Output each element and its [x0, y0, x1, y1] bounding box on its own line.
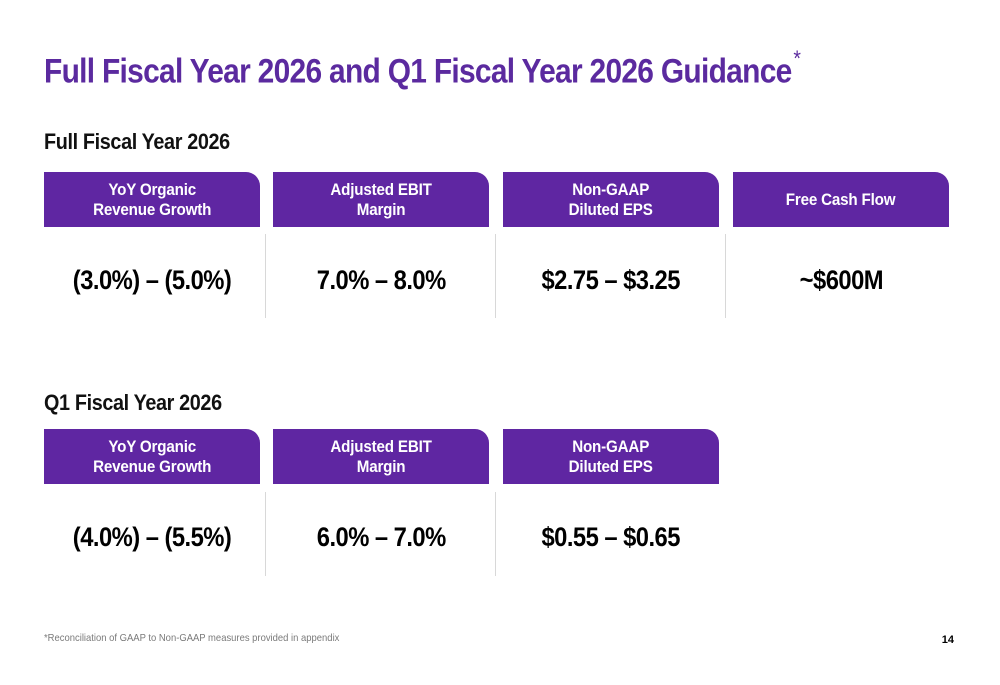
- section-heading-q1: Q1 Fiscal Year 2026: [44, 390, 222, 415]
- metric-value-organic-growth: (4.0%) – (5.5%): [44, 522, 260, 552]
- metric-header-free-cash-flow: Free Cash Flow: [733, 172, 949, 227]
- metric-header-eps: Non-GAAP Diluted EPS: [503, 172, 719, 227]
- page-number: 14: [941, 634, 954, 646]
- metric-header-label: Adjusted EBIT Margin: [330, 437, 432, 476]
- column-divider: [725, 234, 726, 318]
- metric-header-label: Non-GAAP Diluted EPS: [568, 180, 654, 219]
- page-title-text: Full Fiscal Year 2026 and Q1 Fiscal Year…: [44, 52, 792, 91]
- metric-value-ebit-margin: 7.0% – 8.0%: [273, 265, 489, 295]
- metric-value-organic-growth: (3.0%) – (5.0%): [44, 265, 260, 295]
- metric-header-ebit-margin: Adjusted EBIT Margin: [273, 172, 489, 227]
- column-divider: [495, 234, 496, 318]
- metric-value-eps: $0.55 – $0.65: [503, 522, 719, 552]
- metric-header-organic-growth: YoY Organic Revenue Growth: [44, 429, 260, 484]
- metric-header-eps: Non-GAAP Diluted EPS: [503, 429, 719, 484]
- metric-value-text: ~$600M: [799, 264, 883, 295]
- section-heading-full-year: Full Fiscal Year 2026: [44, 129, 230, 154]
- column-divider: [265, 234, 266, 318]
- metric-header-label: YoY Organic Revenue Growth: [92, 180, 212, 219]
- page-title: Full Fiscal Year 2026 and Q1 Fiscal Year…: [44, 46, 801, 91]
- metric-header-label: Free Cash Flow: [786, 190, 896, 209]
- metric-value-text: 7.0% – 8.0%: [316, 264, 446, 295]
- metric-value-eps: $2.75 – $3.25: [503, 265, 719, 295]
- title-footnote-marker: *: [793, 46, 801, 71]
- metric-value-text: $2.75 – $3.25: [541, 264, 681, 295]
- metric-value-text: $0.55 – $0.65: [541, 521, 681, 552]
- metric-header-ebit-margin: Adjusted EBIT Margin: [273, 429, 489, 484]
- metric-value-text: (3.0%) – (5.0%): [72, 264, 232, 295]
- metric-header-label: Non-GAAP Diluted EPS: [568, 437, 654, 476]
- footnote: *Reconciliation of GAAP to Non-GAAP meas…: [44, 632, 340, 644]
- metric-value-text: 6.0% – 7.0%: [316, 521, 446, 552]
- metric-header-label: YoY Organic Revenue Growth: [92, 437, 212, 476]
- column-divider: [495, 492, 496, 576]
- metric-header-label: Adjusted EBIT Margin: [330, 180, 432, 219]
- column-divider: [265, 492, 266, 576]
- metric-header-organic-growth: YoY Organic Revenue Growth: [44, 172, 260, 227]
- metric-value-free-cash-flow: ~$600M: [733, 265, 949, 295]
- metric-value-text: (4.0%) – (5.5%): [72, 521, 232, 552]
- metric-value-ebit-margin: 6.0% – 7.0%: [273, 522, 489, 552]
